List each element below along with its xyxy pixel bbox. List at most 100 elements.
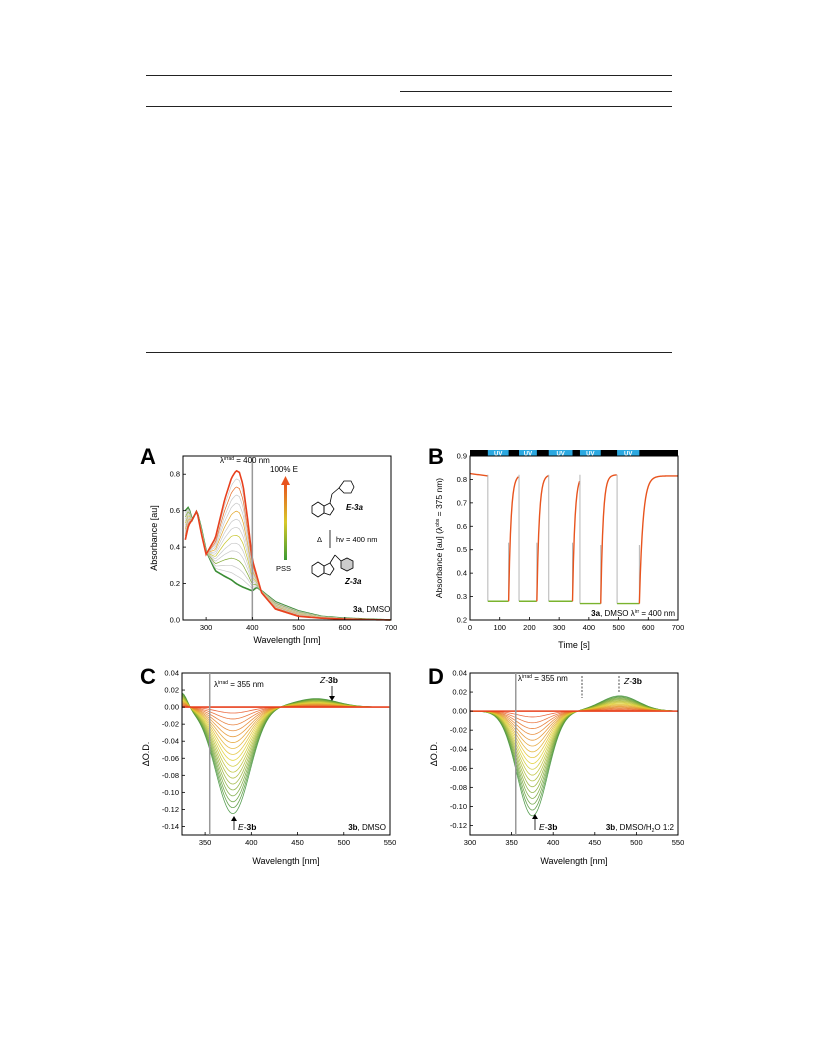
e-isomer-arrowhead: [532, 814, 538, 819]
chart-d-x-tick-label: 400: [547, 838, 560, 847]
chart-a-caption: 3a, DMSO: [353, 605, 390, 614]
molecule-z-label: Z-3a: [344, 577, 362, 586]
chart-c-y-tick-label: -0.12: [162, 805, 179, 814]
chart-a-y-tick-label: 0.0: [170, 616, 180, 625]
legend-top-label: 100% E: [270, 465, 298, 474]
chart-c-x-tick-label: 550: [384, 838, 397, 847]
chart-d-y-tick-label: -0.08: [450, 783, 467, 792]
chart-b-caption: 3a, DMSO λirr = 400 nm: [591, 609, 675, 618]
chart-c-y-tick-label: -0.04: [162, 737, 179, 746]
y-axis-label: Absorbance [au] (λobs = 375 nm): [434, 478, 444, 598]
absorbance-high-segment: [600, 474, 617, 604]
chart-b-x-tick-label: 400: [583, 623, 596, 632]
uv-bar: [487, 450, 509, 456]
legend-gradient-arrow: [284, 484, 287, 560]
uv-bar-label: UV: [624, 451, 632, 457]
chart-d-y-tick-label: -0.06: [450, 764, 467, 773]
z-isomer-arrowhead: [329, 696, 335, 701]
absorbance-trace: [184, 502, 391, 621]
chart-c-x-tick-label: 400: [245, 838, 258, 847]
chart-b-y-tick-label: 0.4: [457, 569, 467, 578]
chart-c-y-tick-label: -0.06: [162, 754, 179, 763]
absorbance-high-segment: [507, 476, 519, 602]
uv-bar-label: UV: [556, 451, 564, 457]
molecule-z-structure: [311, 554, 354, 578]
uv-bar-label: UV: [586, 451, 594, 457]
molecule-e-structure: [311, 480, 355, 518]
legend-arrowhead: [281, 476, 290, 485]
chart-a-x-tick-label: 700: [385, 623, 398, 632]
chart-d-y-tick-label: -0.10: [450, 802, 467, 811]
chart-b-y-tick-label: 0.8: [457, 475, 467, 484]
chart-c-x-tick-label: 350: [199, 838, 212, 847]
chart-a-y-tick-label: 0.6: [170, 506, 180, 515]
z-isomer-label: Z-3b: [319, 675, 338, 685]
chart-c-y-tick-label: -0.10: [162, 788, 179, 797]
chart-a-x-tick-label: 500: [292, 623, 305, 632]
molecule-e-label: E-3a: [346, 503, 363, 512]
chart-a-x-tick-label: 300: [200, 623, 213, 632]
chart-b-y-tick-label: 0.9: [457, 452, 467, 461]
uv-bar: [519, 450, 537, 456]
irrad-annotation: λirrad = 400 nm: [220, 456, 270, 465]
chart-b-y-tick-label: 0.3: [457, 592, 467, 601]
chart-c-x-tick-label: 500: [338, 838, 351, 847]
chart-a-x-tick-label: 600: [339, 623, 352, 632]
table-header-rule: [146, 106, 672, 107]
absorbance-trace: [184, 469, 391, 621]
chart-b-frame: [469, 455, 679, 621]
chart-b-y-tick-label: 0.6: [457, 522, 467, 531]
panel-b-letter: B: [428, 444, 444, 469]
chart-d-x-tick-label: 300: [464, 838, 477, 847]
absorbance-trace: [184, 478, 391, 621]
chart-d-y-tick-label: -0.12: [450, 821, 467, 830]
uv-bar: [548, 450, 573, 456]
absorbance-high-segment: [571, 480, 581, 602]
chart-d-y-tick-label: -0.04: [450, 745, 467, 754]
chart-d-y-tick-label: 0.02: [452, 688, 467, 697]
panel-a-letter: A: [140, 444, 156, 469]
x-axis-label: Wavelength [nm]: [252, 856, 319, 866]
chart-c-y-tick-label: 0.04: [164, 669, 179, 678]
y-axis-label: ΔO.D.: [429, 742, 439, 767]
chart-b: UV UV UV UV UV 0 100 200 300 400 500 600 700 0.2 0.3 0…: [434, 450, 685, 650]
chart-b-x-tick-label: 300: [553, 623, 566, 632]
x-axis-label: Time [s]: [558, 640, 590, 650]
chart-a-y-tick-label: 0.8: [170, 470, 180, 479]
dark-bar: [470, 450, 678, 456]
table-group-rule: [400, 91, 672, 92]
e-isomer-label: E-3b: [238, 822, 256, 832]
chart-c-x-tick-label: 450: [291, 838, 304, 847]
absorbance-high-segment: [536, 475, 549, 602]
difference-trace: [181, 703, 390, 732]
chart-c-y-tick-label: 0.00: [164, 703, 179, 712]
chart-d-x-tick-label: 550: [672, 838, 685, 847]
chart-c: 350 400 450 500 550 0.04 0.02 0.00 -0.02 -0.04 -0.…: [141, 669, 397, 867]
chart-b-x-tick-label: 700: [672, 623, 685, 632]
chart-b-x-tick-label: 600: [642, 623, 655, 632]
chart-b-x-tick-label: 0: [468, 623, 472, 632]
arrow-right-label: hν = 400 nm: [336, 535, 377, 544]
chart-a-y-tick-label: 0.2: [170, 579, 180, 588]
chart-a-frame: [182, 455, 392, 621]
chart-c-y-tick-label: -0.08: [162, 771, 179, 780]
chart-d-x-tick-label: 350: [505, 838, 518, 847]
absorbance-trace: [184, 494, 391, 621]
chart-d-frame: [469, 672, 679, 836]
arrow-left-label: Δ: [317, 535, 322, 544]
chart-a-x-tick-label: 400: [246, 623, 259, 632]
e-isomer-arrowhead: [231, 816, 237, 821]
chart-d-x-tick-label: 450: [589, 838, 602, 847]
table-top-rule: [146, 75, 672, 76]
irrad-annotation: λirrad = 355 nm: [518, 674, 568, 683]
uv-bar-label: UV: [494, 451, 502, 457]
y-axis-label: ΔO.D.: [141, 742, 151, 767]
chart-d-y-tick-label: 0.00: [452, 707, 467, 716]
chart-c-frame: [181, 672, 391, 836]
uv-bar: [579, 450, 601, 456]
absorbance-high-segment: [469, 472, 488, 477]
panel-d-letter: D: [428, 664, 444, 689]
chart-c-y-tick-label: -0.02: [162, 720, 179, 729]
chart-d-x-tick-label: 500: [630, 838, 643, 847]
chart-b-x-tick-label: 100: [493, 623, 506, 632]
